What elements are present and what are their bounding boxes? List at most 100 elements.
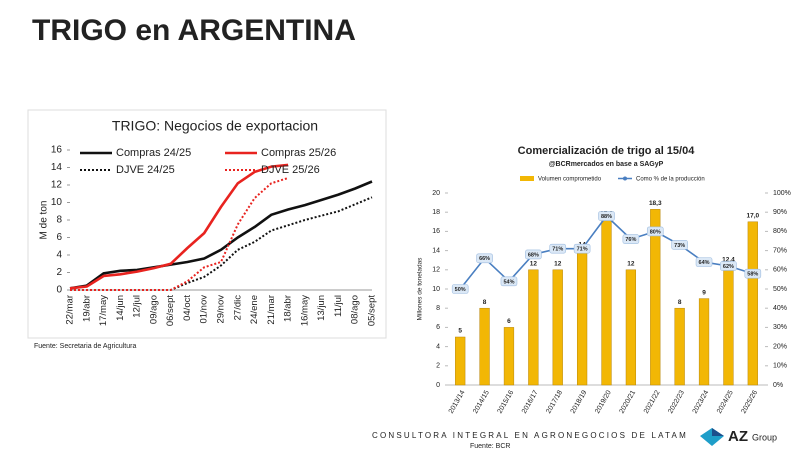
source: Fuente: Secretaria de Agricultura [34,343,136,350]
bar [650,209,661,386]
y2-tick-label: 70% [773,247,787,254]
y-tick-label: 18 [432,209,440,216]
x-tick-label: 29/nov [216,295,227,324]
x-tick-label: 17/may [98,295,109,326]
x-tick-label: 01/nov [199,295,210,324]
bar [552,269,563,386]
legend-swatch [623,176,627,181]
line-point [549,243,567,254]
line-point [500,276,518,287]
line-point [525,249,542,260]
x-tick-label: 21/mar [266,295,277,325]
chart-subtitle: @BCRmercados en base a SAGyP [549,161,664,168]
point-label: 71% [577,247,588,253]
line-point [695,257,713,267]
y-tick-label: 2 [56,267,62,278]
series-line [70,196,373,291]
bar [601,219,612,386]
y-tick-label: 16 [432,228,440,235]
value-label: 12 [530,261,538,268]
legend-label: Compras 25/26 [261,147,336,159]
point-label: 71% [552,247,563,253]
series-line [69,180,373,290]
legend-label: Como % de la producción [636,177,705,183]
legend-label: DJVE 25/26 [261,164,320,176]
x-tick-label: 13/jun [316,295,327,321]
bar [503,327,515,386]
chart-title: TRIGO: Negocios de exportacion [112,118,318,134]
point-label: 68% [528,252,539,258]
logo-sub: Group [752,432,777,442]
point-label: 62% [723,264,734,270]
value-label: 17,0 [746,213,759,220]
value-label: 12,4 [722,257,735,264]
x-tick-label: 16/may [299,295,310,326]
logo-icon [712,428,724,436]
bar [576,250,588,386]
y2-tick-label: 10% [773,363,787,370]
x-tick-label: 06/sept [165,295,176,327]
value-label: 8 [678,299,682,306]
legend-label: Volumen comprometido [538,177,602,183]
series-line [69,163,289,290]
value-label: 12 [627,261,635,268]
x-tick-label: 18/abr [283,295,294,322]
bar [479,307,490,386]
y-tick-label: 10 [51,197,63,208]
y2-tick-label: 20% [773,343,787,350]
legend-swatch [520,176,534,181]
y-tick-label: 12 [432,267,440,274]
x-tick-label: 14/jun [115,295,126,321]
point-label: 54% [503,279,514,285]
bar [674,307,685,386]
line-point [451,284,469,294]
y2-tick-label: 100% [773,190,791,197]
point-label: 73% [674,243,685,249]
bar [625,269,637,386]
bar [698,298,710,386]
y2-tick-label: 0% [773,382,783,389]
y-tick-label: 10 [432,286,440,293]
x-tick-label: 11/jul [333,295,344,317]
value-label: 5 [458,328,462,335]
y-tick-label: 14 [51,162,63,173]
legend-label: DJVE 24/25 [116,164,175,176]
chart-title: Comercialización de trigo al 15/04 [518,145,696,157]
line-point [622,234,640,244]
point-label: 80% [650,229,661,235]
y-tick-label: 14 [432,247,440,254]
value-label: 12 [554,261,562,268]
y-tick-label: 20 [432,190,440,197]
point-label: 64% [699,260,710,266]
line-point [720,261,737,271]
y2-tick-label: 60% [773,267,787,274]
value-label: 9 [702,289,706,296]
line-point [646,226,664,237]
line-point [598,211,615,221]
line-point [476,253,493,264]
y-tick-label: 16 [51,145,63,156]
point-label: 50% [455,287,466,293]
y-tick-label: 6 [436,324,440,331]
y2-tick-label: 50% [773,286,787,293]
slide-title: TRIGO en ARGENTINA [32,14,356,47]
line-point [744,268,762,279]
y-tick-label: 4 [56,250,62,261]
footer: CONSULTORA INTEGRAL EN AGRONEGOCIOS DE L… [372,431,688,440]
y2-tick-label: 40% [773,305,787,312]
x-tick-label: 04/oct [182,295,193,321]
bar [723,265,734,386]
value-label: 8 [483,299,487,306]
y2-tick-label: 30% [773,324,787,331]
x-tick-label: 08/ago [350,295,361,324]
logo-name: AZ [728,428,748,445]
chart-frame [27,109,387,339]
line-point [573,243,591,254]
legend-label: Compras 24/25 [116,147,191,159]
y-tick-label: 12 [51,180,63,191]
point-label: 88% [601,214,612,220]
y-tick-label: 8 [56,215,62,226]
line-point [671,240,688,250]
point-label: 76% [625,237,636,243]
